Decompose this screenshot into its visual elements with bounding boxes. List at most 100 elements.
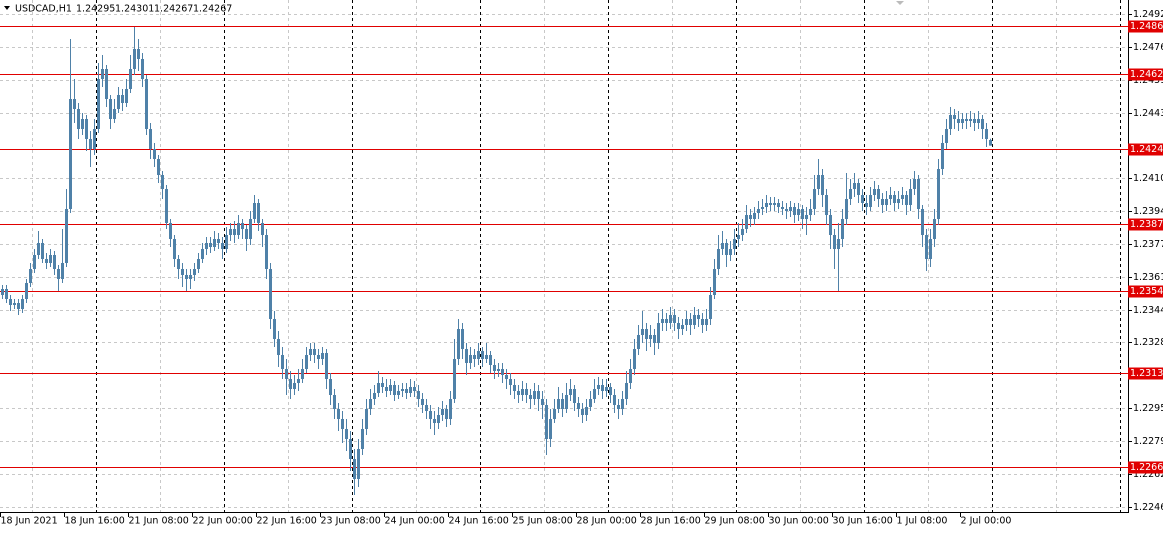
candle-body [553,409,556,419]
candle-body [721,243,724,249]
y-tick-label: 1.22955 [1133,403,1163,414]
candle-body [709,295,712,319]
y-tick-label: 1.22625 [1133,469,1163,480]
candle-body [421,399,424,405]
candle-body [437,415,440,423]
y-tick-label: 1.23285 [1133,337,1163,348]
candle-body [161,175,164,189]
x-tick-label: 23 Jun 08:00 [321,516,381,527]
candle-body [473,355,476,359]
candle-body [197,259,200,269]
x-tick-label: 30 Jun 00:00 [769,516,829,527]
candle-body [481,351,484,359]
x-tick-label: 1 Jul 08:00 [897,516,948,527]
candle-body [929,239,932,259]
candle-body [701,319,704,325]
candle-body [849,189,852,199]
candle-body [585,407,588,415]
candle-body [809,209,812,215]
candle-body [93,129,96,149]
candle-body [361,429,364,449]
candle-body [253,203,256,219]
candle-body [833,235,836,249]
candle-body [949,115,952,129]
candle-body [349,439,352,459]
candle-body [297,379,300,383]
candle-body [305,355,308,369]
candle-body [513,385,516,391]
candle-body [645,329,648,339]
candle-body [325,353,328,379]
y-tick-label: 1.22790 [1133,436,1163,447]
candle-body [201,249,204,259]
y-tick-label: 1.23775 [1133,239,1163,250]
candle-body [137,49,140,59]
candle-body [821,175,824,195]
level-label: 1.22661 [1130,462,1163,473]
candle-body [445,409,448,419]
candle-body [529,395,532,399]
candle-body [381,383,384,387]
candle-body [301,369,304,379]
x-tick-label: 21 Jun 08:00 [129,516,189,527]
candle-body [857,183,860,195]
candle-body [841,219,844,239]
candle-body [433,419,436,423]
candle-body [125,89,128,103]
candle-body [465,349,468,363]
header-open: 1.24295 [76,4,115,15]
candle-body [913,179,916,189]
level-label-box [1128,367,1163,380]
level-label-box [1128,218,1163,231]
candle-body [365,409,368,429]
candle-body [25,283,28,299]
candle-body [681,325,684,329]
candle-body [773,203,776,205]
level-label: 1.24863 [1130,21,1163,32]
candle-body [177,259,180,269]
candle-body [181,269,184,275]
candle-body [221,243,224,249]
candle-body [77,109,80,129]
candle-body [57,269,60,279]
candle-body [229,229,232,235]
candle-body [169,223,172,239]
candle-body [625,383,628,399]
candle-body [501,369,504,375]
candle-body [357,449,360,479]
candle-body [753,213,756,219]
candle-body [413,387,416,391]
x-tick-label: 18 Jun 16:00 [65,516,125,527]
candle-body [761,207,764,209]
candle-body [733,239,736,249]
levels [0,26,1128,468]
level-label-box [1128,68,1163,81]
candle-body [621,399,624,409]
candle-body [509,379,512,385]
candle-body [541,399,544,405]
candle-body [817,175,820,189]
candle-body [777,203,780,207]
candle-body [545,405,548,439]
candle-body [61,263,64,279]
candle-body [341,419,344,429]
candle-body [505,375,508,379]
candle-body [85,119,88,139]
candle-body [873,189,876,195]
candle-body [17,303,20,309]
level-label-box [1128,20,1163,33]
candle-body [657,323,660,343]
candle-body [333,395,336,409]
candle-body [705,319,708,325]
candle-body [741,229,744,235]
candle-body [165,189,168,223]
candle-body [489,355,492,365]
candle-body [557,399,560,409]
y-tick-label: 1.24925 [1133,9,1163,20]
candle-body [989,140,992,146]
candle-body [945,129,948,143]
candle-body [237,223,240,235]
candle-body [69,99,72,209]
candle-body [921,209,924,235]
